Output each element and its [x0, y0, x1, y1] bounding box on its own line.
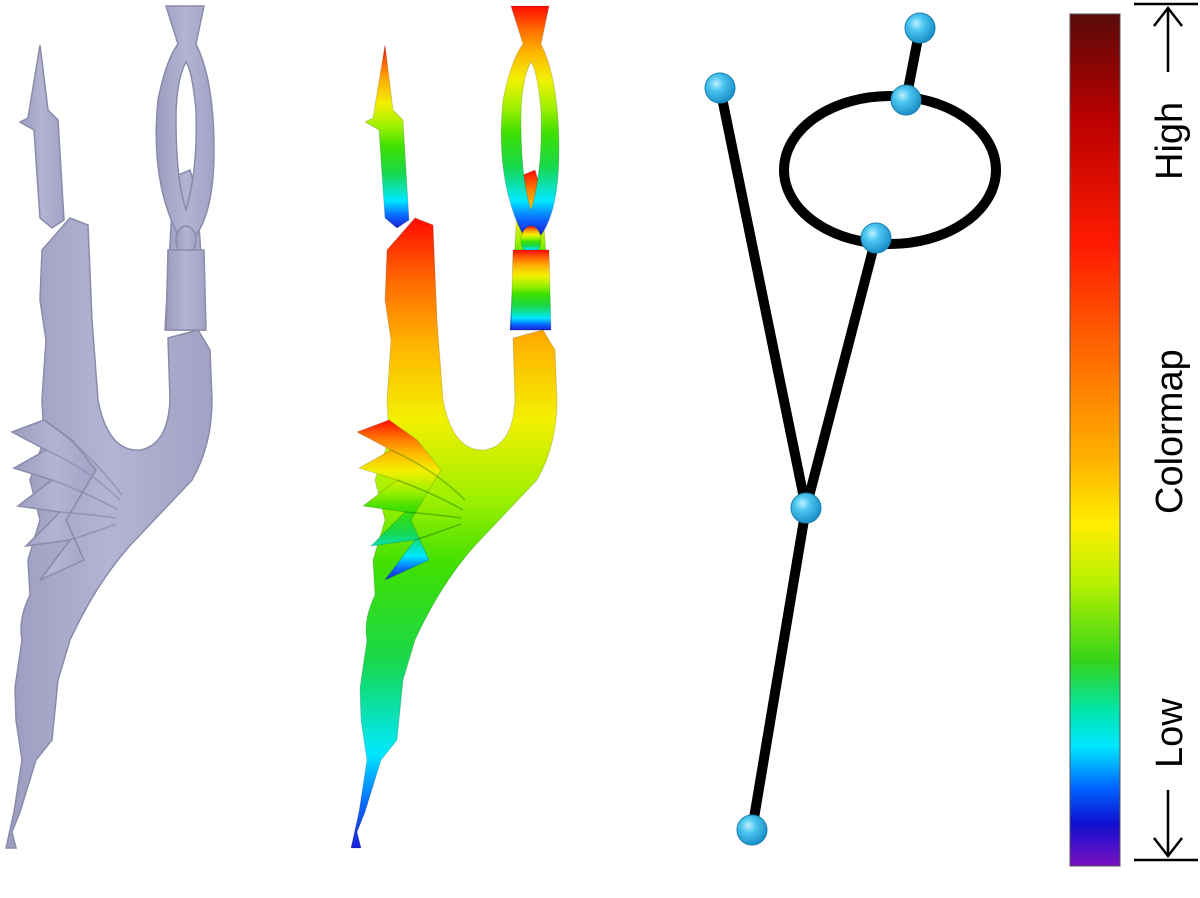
high-arrow-head — [1153, 5, 1183, 27]
mesh-feather-lines — [43, 419, 123, 541]
low-arrow-head — [1153, 837, 1183, 859]
skeleton-edge-right-arm — [801, 233, 881, 513]
colormap-bar — [1069, 13, 1121, 867]
colormapped-mesh-model — [350, 5, 560, 849]
skeleton-edge-trunk — [747, 503, 811, 835]
skeleton-node-top — [904, 12, 936, 44]
skeleton-edge-left-arm — [715, 83, 811, 513]
colormap-high-label: High — [1149, 102, 1191, 180]
skeleton-node-junction — [790, 492, 822, 524]
colormap-title: Colormap — [1149, 349, 1191, 514]
colormap-low-label: Low — [1149, 698, 1191, 768]
skeleton-loop — [779, 91, 1001, 249]
colormap-legend: High Colormap Low — [1069, 2, 1198, 867]
skeleton-node-bottom — [736, 814, 768, 846]
skeleton-node-loop-bottom — [860, 222, 892, 254]
skeleton-node-left-arm — [704, 72, 736, 104]
skeleton-node-loop-top — [890, 84, 922, 116]
reeb-graph-skeleton — [704, 12, 1001, 846]
heat-feather-lines — [390, 449, 466, 541]
gray-mesh-model — [5, 5, 215, 849]
